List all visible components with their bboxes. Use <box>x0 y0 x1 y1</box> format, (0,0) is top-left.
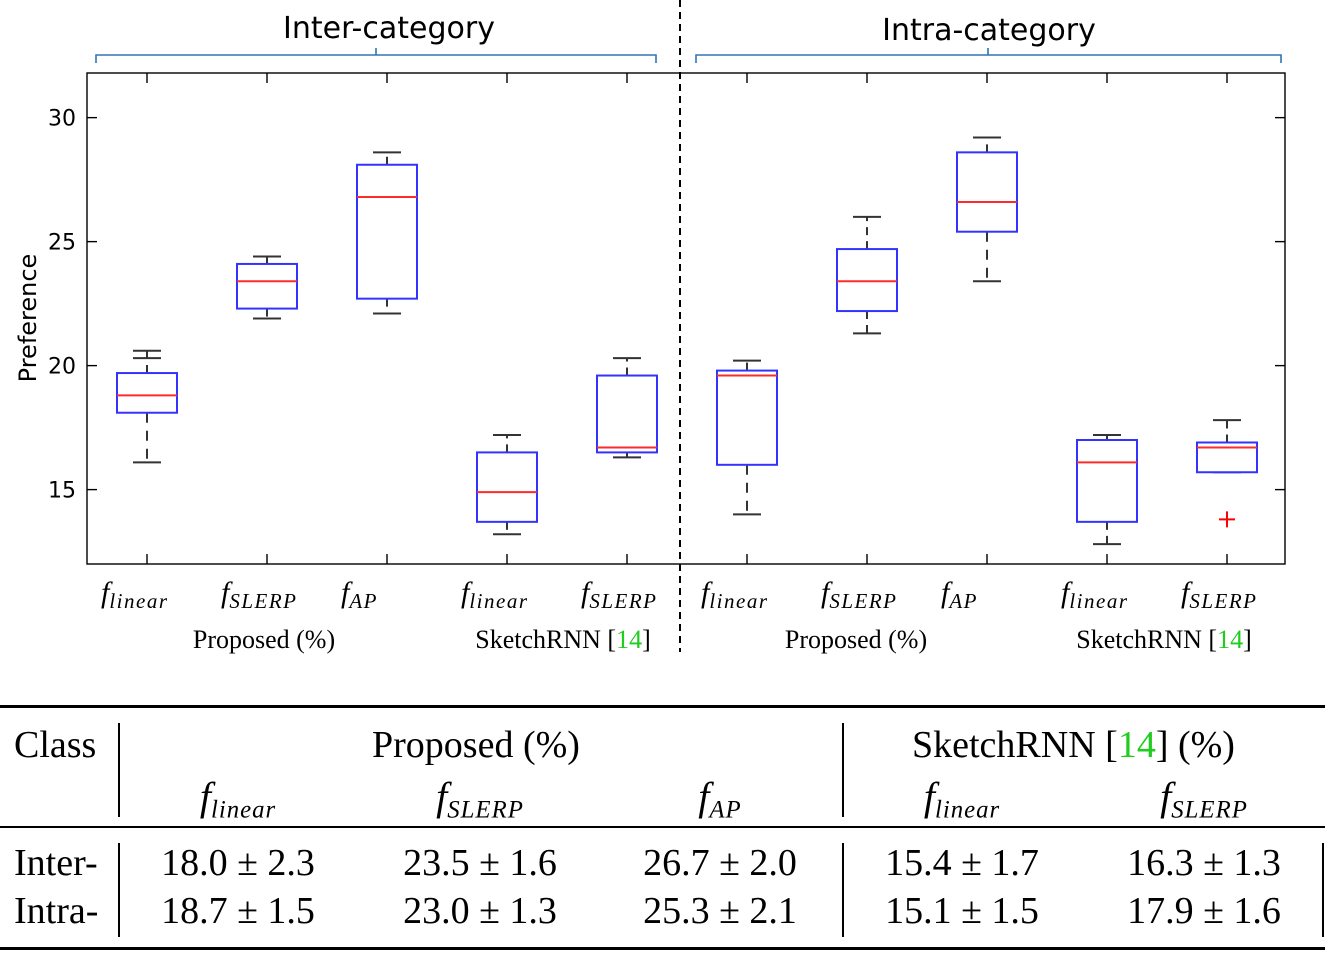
boxes <box>116 73 1258 564</box>
outlier-marker <box>1219 511 1235 528</box>
table-cell: 18.7 ± 1.5 <box>161 890 315 932</box>
iqr-box <box>1076 439 1138 523</box>
column-header-slerp: fSLERP <box>436 774 524 824</box>
box-linear <box>1076 73 1138 564</box>
iqr-box <box>356 163 418 300</box>
right-divider-body <box>1322 843 1324 937</box>
class-divider-body <box>118 843 120 937</box>
iqr-box <box>836 248 898 313</box>
y-tick-label: 15 <box>48 479 76 504</box>
iqr-box <box>596 374 658 454</box>
box-slerp <box>236 73 298 564</box>
box-slerp <box>1196 73 1258 564</box>
x-tick-label: flinear <box>1061 576 1129 613</box>
x-tick-label: fAP <box>341 576 378 613</box>
table-cell: 17.9 ± 1.6 <box>1127 890 1281 932</box>
group-label: Proposed (%) <box>193 625 335 654</box>
x-tick-label: fSLERP <box>581 576 658 613</box>
table-cell: 26.7 ± 2.0 <box>643 842 797 884</box>
panel-title-intra: Intra-category <box>882 13 1096 48</box>
iqr-box <box>116 372 178 414</box>
row-label: Intra- <box>14 890 99 932</box>
box-linear <box>116 73 178 564</box>
proposed-header: Proposed (%) <box>372 724 580 766</box>
iqr-box <box>716 369 778 466</box>
brace-intra <box>695 48 1282 63</box>
group-label: SketchRNN [14] <box>1076 625 1252 654</box>
column-header-slerp: fSLERP <box>1160 774 1248 824</box>
x-tick-label: fAP <box>941 576 978 613</box>
panel-title-inter: Inter-category <box>283 11 495 46</box>
plot-frame <box>86 72 1286 565</box>
iqr-box <box>956 151 1018 233</box>
class-header: Class <box>14 724 97 766</box>
table-cell: 16.3 ± 1.3 <box>1127 842 1281 884</box>
table-cell: 23.0 ± 1.3 <box>403 890 557 932</box>
x-tick-label: fSLERP <box>1181 576 1258 613</box>
table-top-rule <box>0 705 1325 708</box>
y-axis-label: Preference <box>14 254 42 383</box>
table-header-rule <box>0 826 1325 828</box>
table-cell: 25.3 ± 2.1 <box>643 890 797 932</box>
x-tick-label: fSLERP <box>821 576 898 613</box>
brace-inter <box>95 48 657 63</box>
sketchrnn-citation: 14 <box>1117 724 1156 766</box>
box-slerp <box>836 73 898 564</box>
y-tick-label: 20 <box>48 355 76 380</box>
table-cell: 18.0 ± 2.3 <box>161 842 315 884</box>
y-tick-label: 30 <box>48 107 76 132</box>
group-divider-top <box>842 723 844 817</box>
y-ticks: 15 20 25 30 <box>48 107 1285 504</box>
box-ap <box>356 73 418 564</box>
y-tick-label: 25 <box>48 231 76 256</box>
table-bottom-rule <box>0 947 1325 950</box>
sketchrnn-header: SketchRNN [14] (%) <box>912 723 1235 767</box>
box-linear <box>476 73 538 564</box>
table-cell: 15.1 ± 1.5 <box>885 890 1039 932</box>
results-table: Class Proposed (%) SketchRNN [14] (%) fl… <box>0 705 1340 955</box>
column-header-ap: fAP <box>698 774 742 824</box>
group-labels: Proposed (%) SketchRNN [14] Proposed (%) Sk… <box>193 625 1252 654</box>
iqr-box <box>476 451 538 523</box>
table-cell: 15.4 ± 1.7 <box>885 842 1039 884</box>
x-tick-label: flinear <box>461 576 529 613</box>
x-labels: flinear fSLERP fAP flinear fSLERP flinear fSLE… <box>101 576 1258 613</box>
column-header-linear: flinear <box>923 774 1001 824</box>
table-cell: 23.5 ± 1.6 <box>403 842 557 884</box>
box-slerp <box>596 73 658 564</box>
sketchrnn-header-prefix: SketchRNN [ <box>912 724 1118 766</box>
x-tick-label: fSLERP <box>221 576 298 613</box>
group-label: Proposed (%) <box>785 625 927 654</box>
iqr-box <box>236 262 298 310</box>
x-tick-label: flinear <box>101 576 169 613</box>
group-label: SketchRNN [14] <box>475 625 651 654</box>
box-linear <box>716 73 778 564</box>
group-divider-body <box>842 843 844 937</box>
class-divider-top <box>118 723 120 817</box>
sketchrnn-header-suffix: ] (%) <box>1155 724 1235 766</box>
column-header-linear: flinear <box>199 774 277 824</box>
box-plot-figure: Inter-category Intra-category Preference… <box>14 0 1286 654</box>
box-ap <box>956 73 1018 564</box>
x-tick-label: flinear <box>701 576 769 613</box>
row-label: Inter- <box>14 842 98 884</box>
